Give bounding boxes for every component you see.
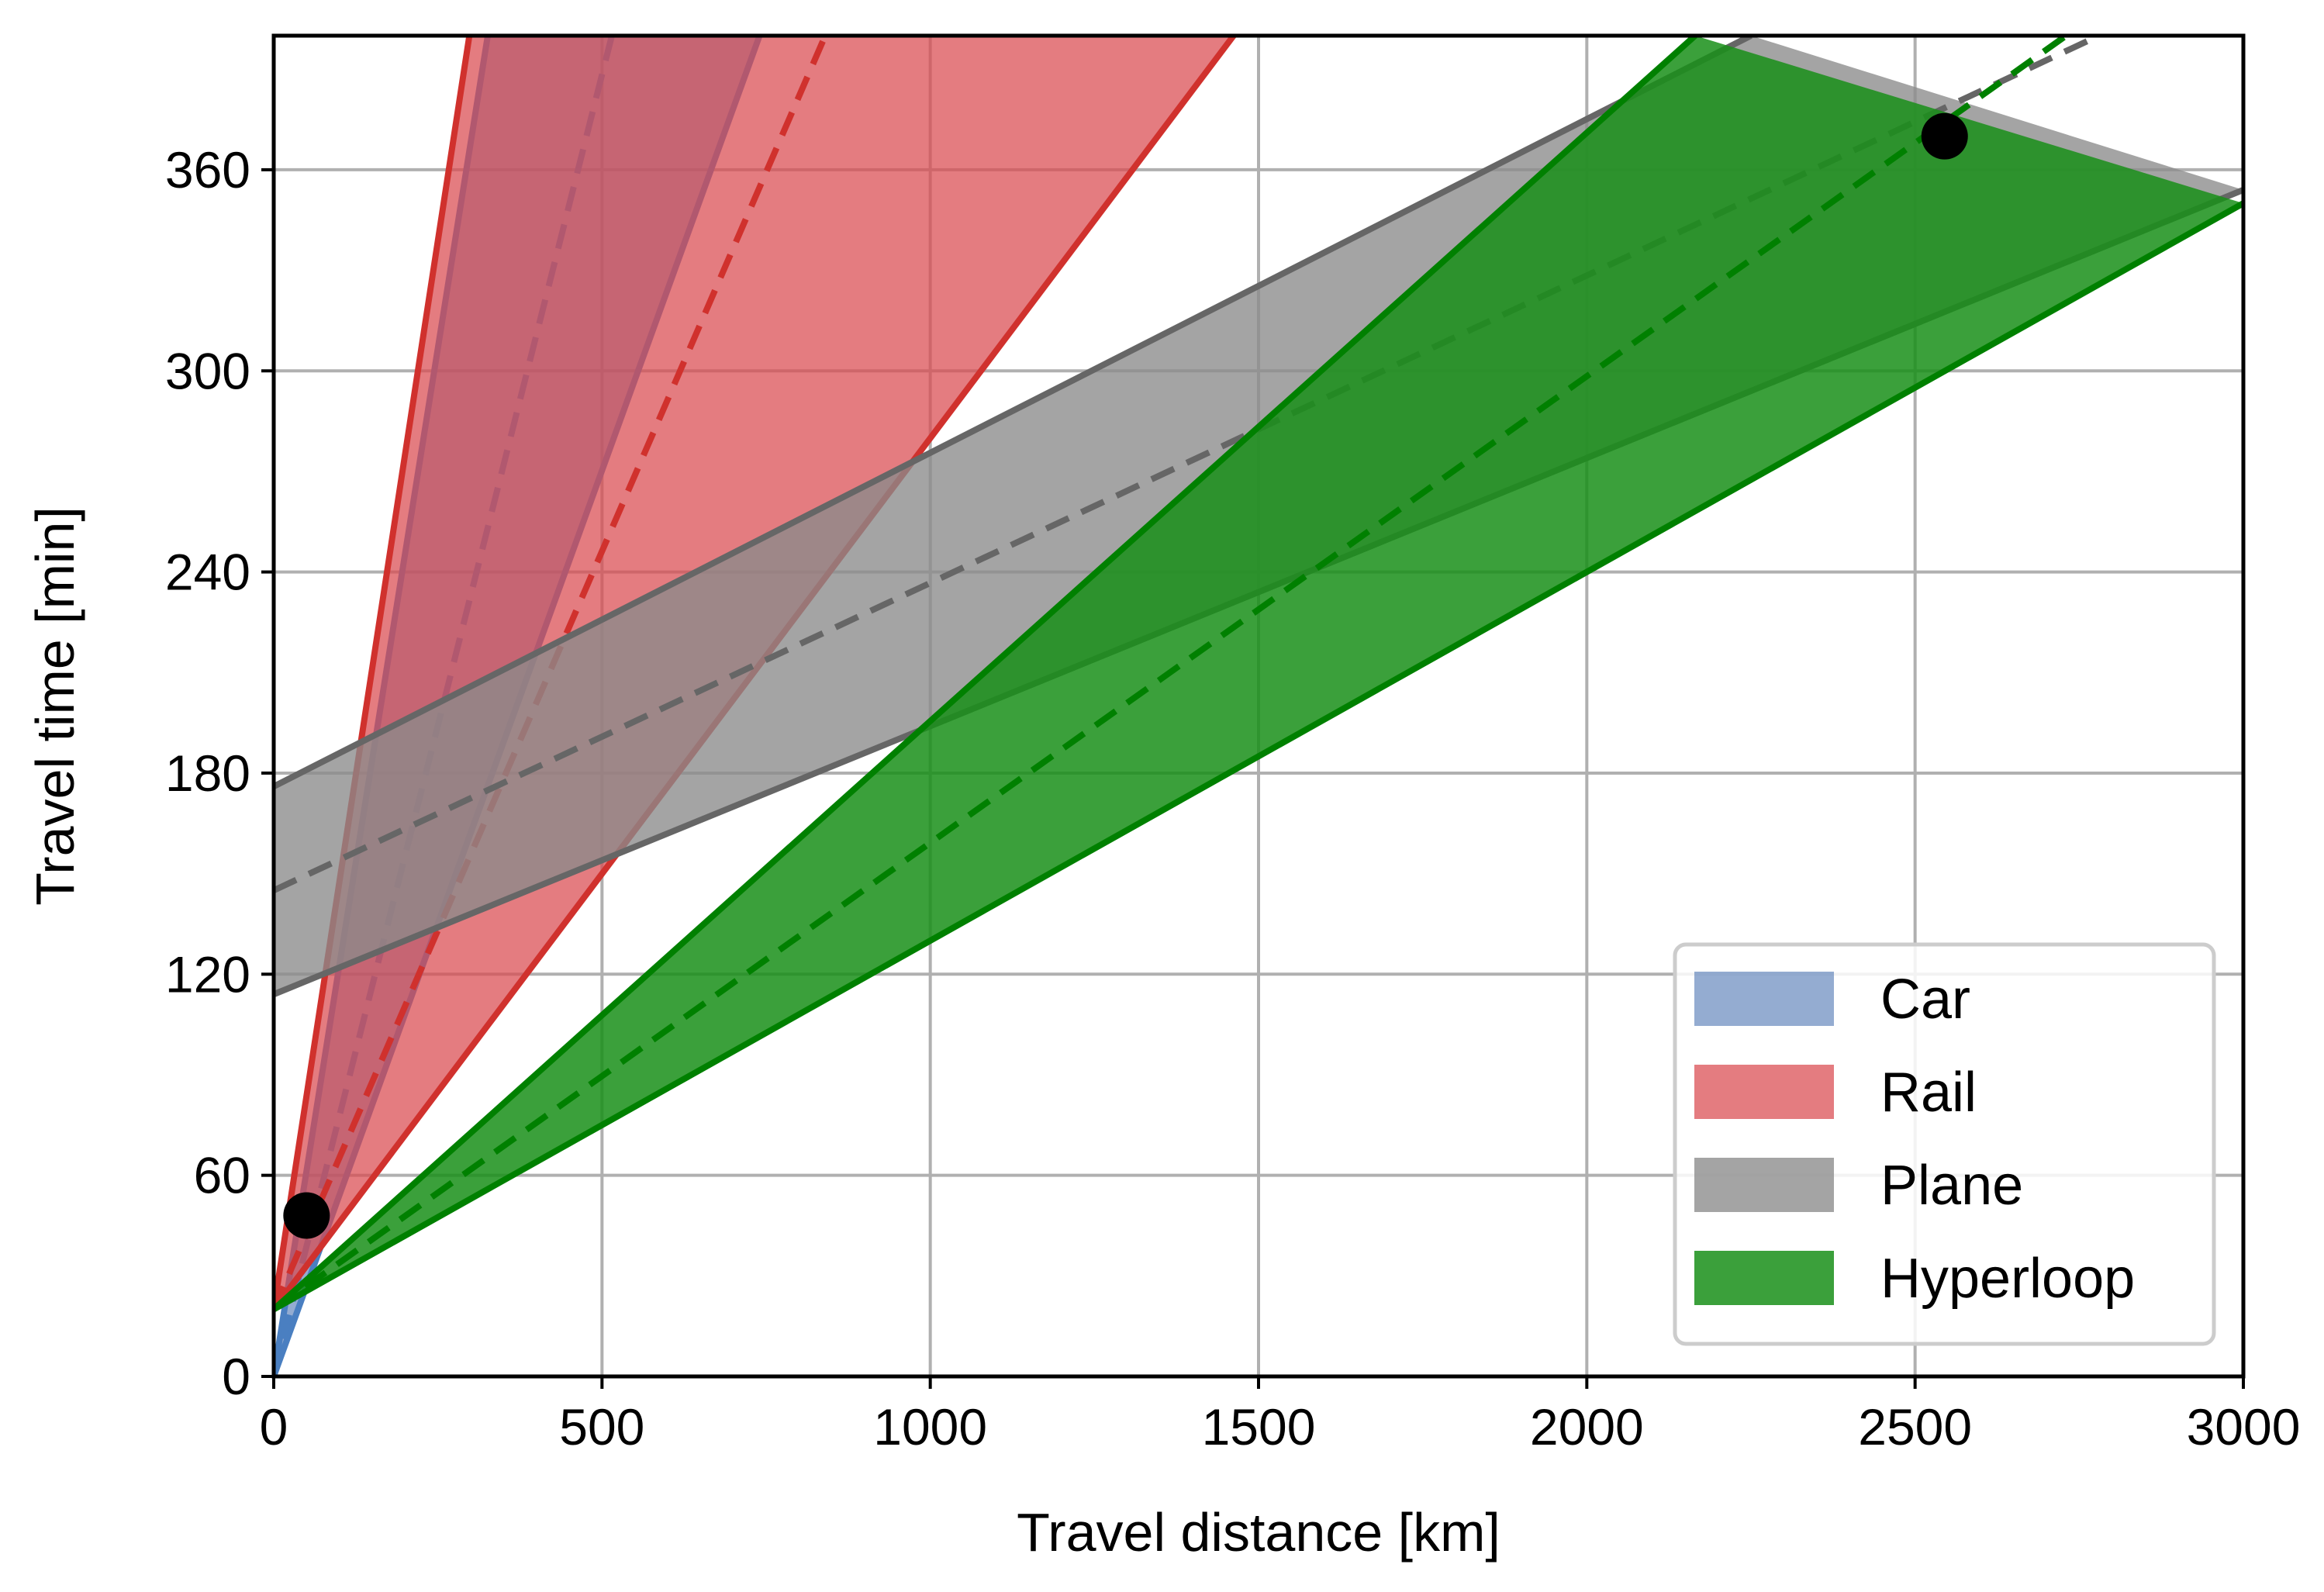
hyperloop-band — [274, 36, 2243, 1310]
y-tick-label: 360 — [165, 141, 250, 199]
y-tick-label: 60 — [194, 1147, 250, 1204]
legend-label-hyperloop: Hyperloop — [1880, 1248, 2135, 1310]
legend-label-car: Car — [1880, 969, 1970, 1031]
legend-label-rail: Rail — [1880, 1062, 1977, 1124]
x-tick-label: 0 — [260, 1398, 288, 1456]
x-tick-label: 1000 — [873, 1398, 987, 1456]
y-axis-label: Travel time [min] — [25, 506, 85, 906]
ticks: 0 500 1000 1500 2000 2500 3000 0 60 120 180 240 300 3… — [165, 141, 2301, 1456]
y-tick-label: 300 — [165, 342, 250, 399]
x-tick-label: 2000 — [1530, 1398, 1644, 1456]
legend-swatch-car — [1694, 972, 1834, 1026]
rail-upper-line — [274, 36, 473, 1311]
y-tick-label: 180 — [165, 744, 250, 802]
x-tick-label: 2500 — [1858, 1398, 1972, 1456]
series-layer — [274, 36, 2243, 1376]
legend: Car Rail Plane Hyperloop — [1673, 942, 2216, 1346]
x-axis-label: Travel distance [km] — [1017, 1502, 1500, 1563]
hyperloop-upper-line — [274, 36, 1697, 1312]
y-tick-label: 240 — [165, 544, 250, 601]
plane-upper-line — [274, 36, 1752, 789]
y-tick-label: 0 — [222, 1348, 250, 1405]
legend-swatch-plane — [1694, 1158, 1834, 1212]
legend-box — [1673, 942, 2216, 1346]
marker-point-1 — [283, 1192, 330, 1239]
hyperloop-median-line — [274, 36, 2068, 1312]
x-tick-label: 3000 — [2187, 1398, 2301, 1456]
legend-label-plane: Plane — [1880, 1155, 2023, 1217]
legend-swatch-rail — [1694, 1065, 1834, 1119]
legend-swatch-hyperloop — [1694, 1251, 1834, 1305]
hyperloop-lower-line — [274, 200, 2243, 1313]
x-tick-label: 500 — [559, 1398, 644, 1456]
marker-point-2 — [1921, 112, 1968, 160]
x-tick-label: 1500 — [1202, 1398, 1316, 1456]
y-tick-label: 120 — [165, 945, 250, 1003]
